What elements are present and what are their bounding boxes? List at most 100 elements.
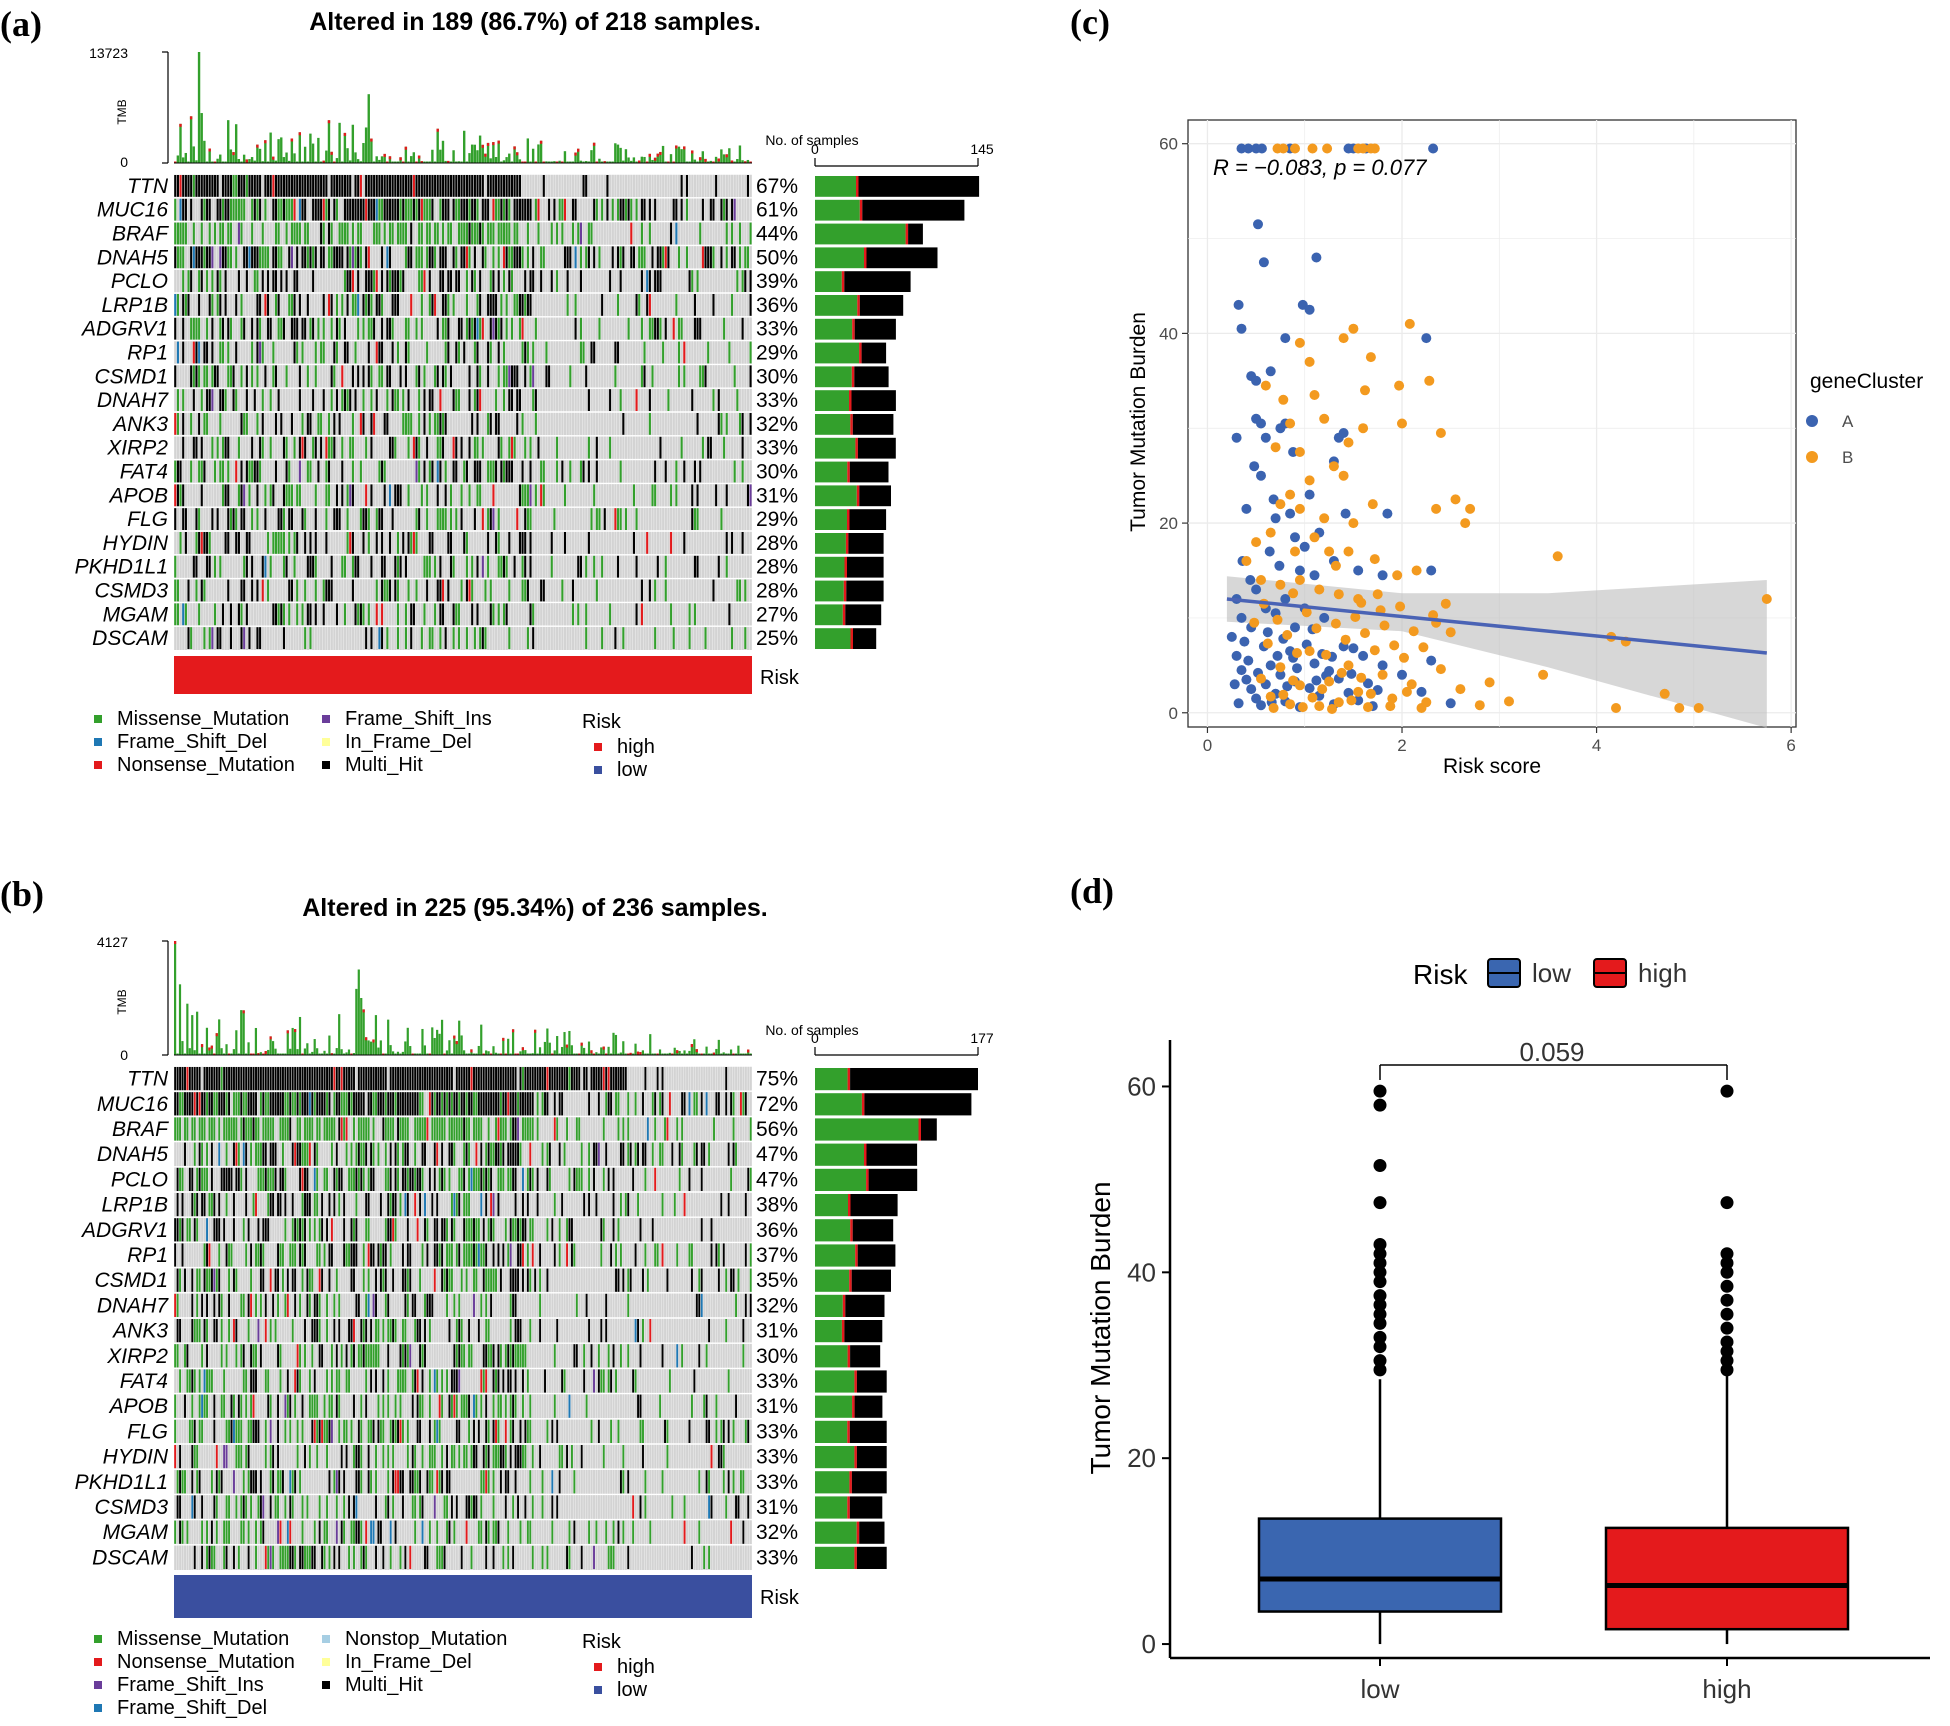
matrix-cell [394, 1394, 397, 1418]
matrix-cell [458, 1092, 461, 1116]
tmb-bar [693, 1039, 696, 1055]
matrix-cell [614, 1092, 618, 1116]
matrix-cell [281, 1268, 284, 1292]
matrix-cell [352, 1167, 355, 1191]
matrix-cell [538, 1319, 542, 1343]
tmb-bar [568, 1030, 571, 1055]
matrix-cell [404, 1293, 407, 1317]
matrix-cell [556, 1117, 559, 1141]
matrix-cell [502, 198, 506, 221]
matrix-cell [453, 1218, 456, 1242]
matrix-cell [220, 1092, 223, 1116]
matrix-cell [669, 603, 673, 626]
matrix-cell [362, 1268, 365, 1292]
matrix-cell [276, 1445, 280, 1469]
matrix-cell [323, 1419, 326, 1443]
matrix-cell [574, 246, 577, 269]
matrix-cell [739, 1092, 742, 1116]
matrix-cell [301, 1142, 304, 1166]
matrix-cell [476, 175, 479, 197]
matrix-cell [415, 317, 418, 340]
gene-label-mgam: MGAM [103, 1521, 169, 1544]
matrix-cell [455, 436, 458, 459]
tmb-bar [746, 159, 750, 163]
matrix-cell [511, 1495, 515, 1519]
matrix-cell [416, 1067, 419, 1091]
matrix-cell [447, 294, 450, 316]
matrix-cell [276, 1344, 280, 1368]
matrix-cell [325, 1218, 329, 1242]
matrix-cell [222, 1394, 226, 1418]
matrix-cell [281, 1142, 284, 1166]
matrix-cell [221, 389, 225, 411]
matrix-cell [342, 1495, 346, 1519]
matrix-cell [215, 1319, 218, 1343]
matrix-cell [267, 1193, 270, 1217]
matrix-cell [314, 484, 317, 507]
matrix-cell [200, 1293, 204, 1317]
matrix-cell [473, 627, 476, 649]
matrix-cell [285, 175, 288, 197]
matrix-cell [290, 294, 293, 316]
matrix-cell [744, 1419, 747, 1443]
matrix-cell [351, 270, 354, 292]
matrix-cell [213, 1193, 216, 1217]
matrix-cell [561, 222, 564, 245]
matrix-cell [176, 389, 179, 411]
matrix-cell [401, 1419, 404, 1443]
matrix-cell [409, 532, 413, 554]
matrix-cell [651, 246, 654, 269]
matrix-cell [470, 317, 474, 340]
matrix-cell [677, 246, 681, 269]
tmb-bar [295, 161, 299, 163]
tmb-bar-segment [411, 1053, 414, 1055]
matrix-cell [232, 1193, 235, 1217]
tmb-bar-segment [447, 160, 450, 163]
matrix-cell [486, 365, 490, 388]
matrix-cell [203, 246, 206, 269]
percent-label-rp1: 29% [756, 342, 798, 365]
matrix-cell [181, 1193, 184, 1217]
matrix-cell [617, 1520, 620, 1544]
tmb-bar-segment [539, 140, 543, 144]
matrix-cell [587, 436, 590, 459]
matrix-cell [306, 555, 309, 578]
matrix-cell [294, 1092, 297, 1116]
gene-label-csmd1: CSMD1 [94, 1269, 168, 1292]
matrix-cell [187, 270, 190, 292]
matrix-cell [587, 1167, 591, 1191]
matrix-cell [683, 365, 686, 388]
matrix-cell [465, 294, 468, 316]
matrix-cell [248, 460, 251, 483]
matrix-cell [237, 603, 240, 626]
matrix-cell [414, 1319, 417, 1343]
matrix-cell [303, 246, 307, 269]
matrix-cell [569, 365, 572, 388]
matrix-cell [472, 1293, 475, 1317]
sample-bar-missense [815, 414, 851, 435]
matrix-cell [254, 1470, 257, 1494]
tmb-bar [338, 1014, 341, 1055]
matrix-cell [198, 1470, 201, 1494]
matrix-cell [247, 1520, 250, 1544]
matrix-cell [654, 1092, 657, 1116]
matrix-cell [519, 1319, 522, 1343]
panel-label-b: (b) [0, 874, 44, 914]
matrix-cell [290, 222, 293, 245]
matrix-cell [288, 508, 291, 530]
matrix-cell [322, 579, 325, 602]
matrix-cell [316, 1319, 319, 1343]
tmb-bar-segment [489, 1053, 493, 1055]
matrix-cell [639, 1495, 642, 1519]
tmb-bar [188, 1048, 191, 1055]
matrix-cell [428, 413, 431, 435]
matrix-cell [179, 460, 182, 483]
matrix-cell [635, 603, 638, 626]
matrix-cell [624, 198, 628, 221]
matrix-cell [224, 198, 227, 221]
matrix-cell [742, 1344, 745, 1368]
matrix-cell [384, 1218, 387, 1242]
tmb-bar-segment [712, 1052, 716, 1055]
matrix-cell [489, 1293, 493, 1317]
matrix-cell [440, 1218, 444, 1242]
